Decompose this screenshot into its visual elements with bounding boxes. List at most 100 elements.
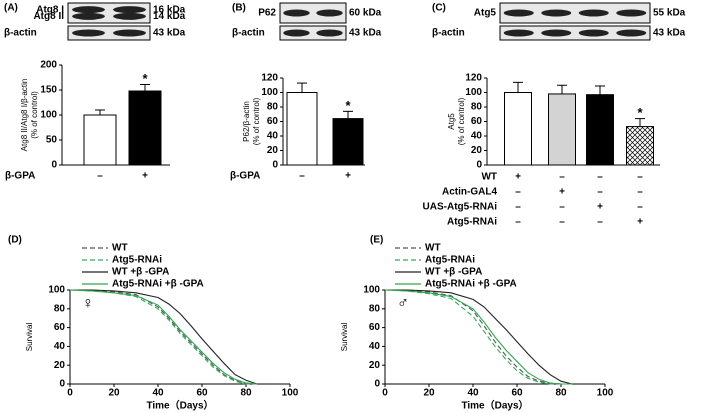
condition-label: Actin-GAL4 — [442, 187, 497, 198]
survival-curve — [70, 289, 258, 385]
x-tick-label: 20 — [423, 388, 435, 399]
y-axis-label: Atg5 — [447, 113, 456, 130]
x-tick-label: 80 — [555, 388, 567, 399]
bar — [128, 90, 162, 166]
y-tick-label: 120 — [261, 73, 278, 84]
condition-mark: – — [515, 202, 521, 213]
blot-label: β-actin — [432, 28, 465, 39]
y-tick-label: 40 — [471, 131, 483, 142]
condition-label: β-GPA — [5, 171, 35, 182]
sex-symbol: ♀ — [82, 295, 94, 312]
y-tick-label: 80 — [369, 303, 381, 314]
y-tick-label: 20 — [369, 360, 381, 371]
blot-band — [541, 29, 572, 37]
panel-label: (B) — [232, 3, 246, 14]
blot-band — [578, 9, 609, 17]
bar — [586, 94, 614, 166]
bar — [286, 92, 318, 166]
y-tick-label: 80 — [471, 102, 483, 113]
bar — [504, 92, 532, 166]
condition-mark: – — [299, 171, 305, 182]
panel-label: (C) — [432, 3, 446, 14]
y-axis-label: (% of control) — [30, 91, 39, 139]
blot-band — [72, 6, 105, 14]
x-tick-label: 60 — [511, 388, 523, 399]
blot-band — [283, 9, 310, 17]
x-tick-label: 20 — [108, 388, 120, 399]
sex-symbol: ♂ — [397, 295, 409, 312]
condition-label: β-GPA — [230, 171, 260, 182]
y-tick-label: 40 — [369, 341, 381, 352]
blot-band — [113, 12, 146, 20]
blot-label: Atg8 II — [33, 11, 64, 22]
y-tick-label: 60 — [54, 322, 66, 333]
y-tick-label: 20 — [54, 360, 66, 371]
blot-size: 55 kDa — [653, 8, 686, 19]
x-tick-label: 100 — [282, 388, 299, 399]
y-tick-label: 150 — [40, 85, 57, 96]
legend-label: Atg5-RNAi +β -GPA — [112, 279, 204, 290]
blot-band — [616, 9, 647, 17]
y-tick-label: 120 — [465, 73, 482, 84]
legend-label: Atg5-RNAi — [112, 255, 162, 266]
y-axis-label: (% of control) — [252, 97, 261, 145]
bar — [332, 118, 364, 166]
condition-mark: + — [597, 202, 603, 213]
condition-mark: – — [559, 172, 565, 183]
survival-curve — [70, 289, 258, 385]
x-tick-label: 0 — [382, 388, 388, 399]
panel-label: (D) — [8, 235, 22, 246]
legend-label: WT — [425, 243, 441, 254]
condition-mark: – — [637, 187, 643, 198]
y-tick-label: 60 — [471, 116, 483, 127]
x-tick-label: 40 — [467, 388, 479, 399]
significance-star: * — [345, 98, 351, 113]
condition-mark: – — [515, 217, 521, 228]
bar — [626, 126, 654, 166]
y-tick-label: 100 — [465, 87, 482, 98]
y-tick-label: 60 — [369, 322, 381, 333]
condition-mark: – — [597, 187, 603, 198]
blot-size: 14 kDa — [153, 11, 186, 22]
legend-label: WT +β -GPA — [425, 267, 482, 278]
x-tick-label: 80 — [240, 388, 252, 399]
blot-band — [316, 9, 343, 17]
y-axis-label: Atg8 II/Atg8 I/β-actin — [20, 79, 29, 152]
condition-label: UAS-Atg5-RNAi — [423, 202, 498, 213]
y-axis-label: Survival — [25, 323, 34, 352]
blot-band — [113, 6, 146, 14]
y-axis-label: (% of control) — [457, 97, 466, 145]
x-axis-label: Time（Days） — [461, 399, 528, 412]
survival-curve — [69, 289, 257, 385]
significance-star: * — [142, 71, 148, 86]
y-tick-label: 80 — [267, 102, 279, 113]
condition-mark: – — [637, 202, 643, 213]
survival-curve — [384, 289, 572, 385]
legend-label: Atg5-RNAi +β -GPA — [425, 279, 517, 290]
blot-band — [503, 29, 534, 37]
blot-size: 43 kDa — [653, 28, 686, 39]
blot-size: 43 kDa — [153, 28, 186, 39]
x-tick-label: 0 — [67, 388, 73, 399]
y-tick-label: 40 — [267, 131, 279, 142]
blot-size: 16 kDa — [153, 4, 186, 15]
y-tick-label: 0 — [374, 379, 380, 390]
y-tick-label: 50 — [46, 135, 58, 146]
blot-band — [503, 9, 534, 17]
y-tick-label: 100 — [48, 285, 65, 296]
x-tick-label: 40 — [152, 388, 164, 399]
bar — [83, 114, 117, 166]
blot-band — [578, 29, 609, 37]
y-tick-label: 60 — [267, 116, 279, 127]
y-tick-label: 20 — [471, 145, 483, 156]
condition-mark: – — [515, 187, 521, 198]
panel-label: (E) — [370, 235, 383, 246]
x-tick-label: 100 — [597, 388, 614, 399]
y-axis-label: P62/β-actin — [242, 101, 251, 142]
blot-band — [283, 29, 310, 37]
condition-mark: + — [345, 171, 351, 182]
survival-curve — [69, 289, 258, 385]
y-tick-label: 0 — [272, 160, 278, 171]
